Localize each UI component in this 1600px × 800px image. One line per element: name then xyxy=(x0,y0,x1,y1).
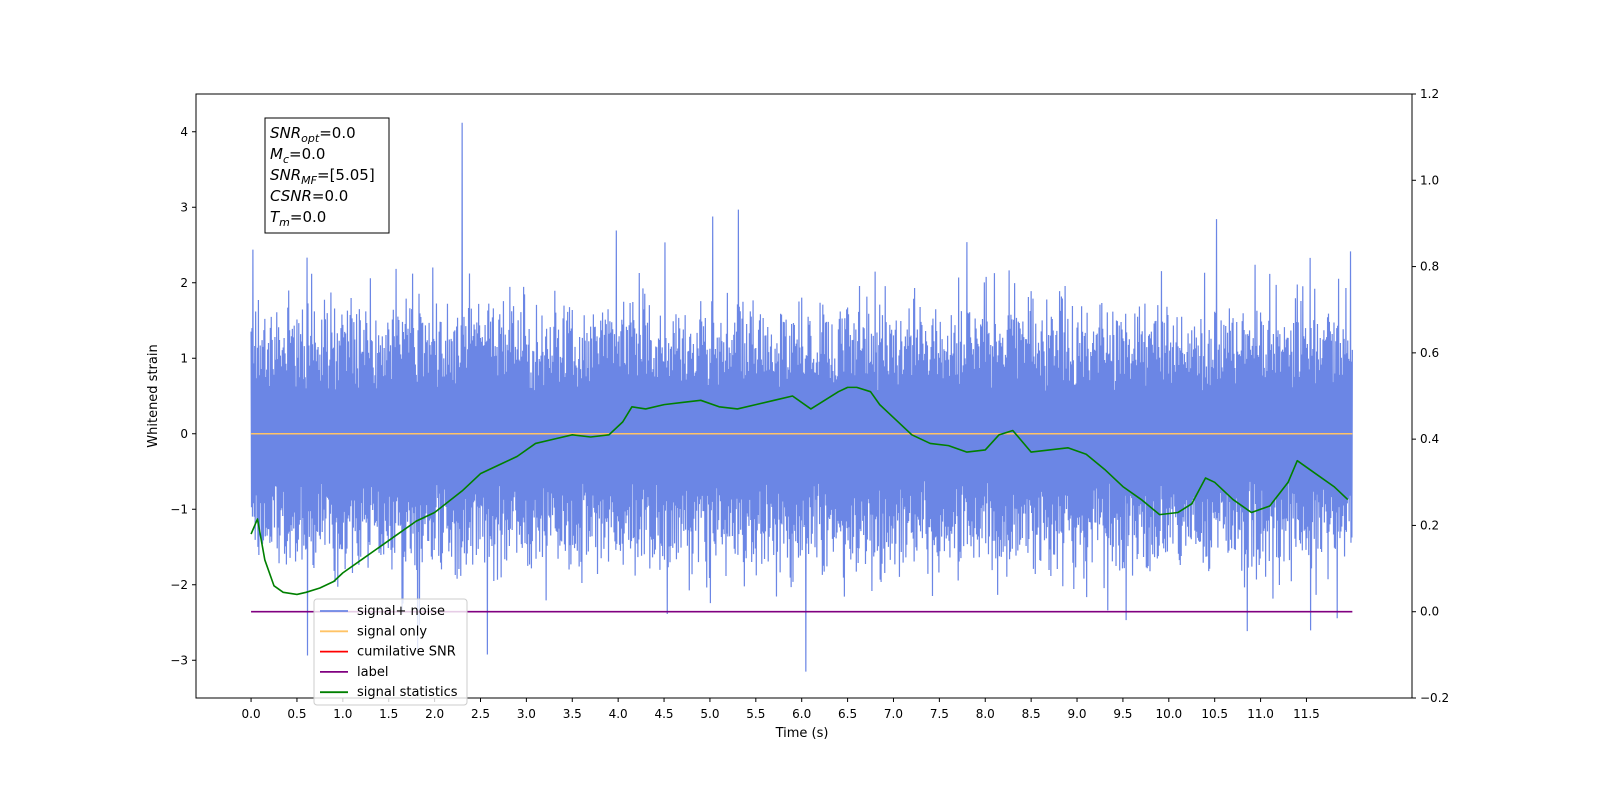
x-tick-label: 4.0 xyxy=(609,707,628,721)
annotation-line: CSNR=0.0 xyxy=(270,187,348,205)
legend-label: signal+ noise xyxy=(357,604,445,619)
x-tick-label: 9.0 xyxy=(1067,707,1086,721)
x-tick-label: 4.5 xyxy=(654,707,673,721)
y-tick-label: 0 xyxy=(180,427,188,441)
x-axis: 0.0 0.5 1.0 1.5 2.0 2.5 3.0 3.5 4.0 4.5 5.0 5.5 6.0 6… xyxy=(242,698,1320,721)
y2-tick-label: 0.2 xyxy=(1420,518,1439,532)
x-tick-label: 5.5 xyxy=(746,707,765,721)
x-tick-label: 1.5 xyxy=(379,707,398,721)
x-tick-label: 9.5 xyxy=(1113,707,1132,721)
plot-area xyxy=(250,122,1353,672)
x-tick-label: 8.5 xyxy=(1022,707,1041,721)
y-tick-label: 4 xyxy=(180,125,188,139)
x-tick-label: 6.5 xyxy=(838,707,857,721)
legend-label: signal statistics xyxy=(357,685,458,700)
x-tick-label: 0.0 xyxy=(242,707,261,721)
legend: signal+ noise signal only cumilative SNR la… xyxy=(313,598,468,706)
x-tick-label: 8.0 xyxy=(976,707,995,721)
y-axis-left: −3 −2 −1 0 1 2 3 4 xyxy=(170,125,196,667)
x-tick-label: 3.5 xyxy=(563,707,582,721)
x-tick-label: 5.0 xyxy=(700,707,719,721)
y-axis-label: Whitened strain xyxy=(146,344,161,447)
x-tick-label: 7.5 xyxy=(930,707,949,721)
x-axis-label: Time (s) xyxy=(775,726,829,741)
x-tick-label: 7.0 xyxy=(884,707,903,721)
y2-tick-label: 0.8 xyxy=(1420,260,1439,274)
y2-tick-label: −0.2 xyxy=(1420,691,1449,705)
y-tick-label: 1 xyxy=(180,351,188,365)
y2-tick-label: 0.4 xyxy=(1420,432,1439,446)
x-tick-label: 2.5 xyxy=(471,707,490,721)
annotation-line: SNRMF=[5.05] xyxy=(270,166,375,187)
legend-label: cumilative SNR xyxy=(357,645,456,660)
series-signal-noise xyxy=(250,122,1353,672)
annotation-line: Tm=0.0 xyxy=(270,208,326,229)
x-tick-label: 11.5 xyxy=(1293,707,1320,721)
x-tick-label: 11.0 xyxy=(1247,707,1274,721)
plot-series-group xyxy=(250,122,1353,672)
annotation-frame xyxy=(264,117,390,234)
y2-tick-label: 0.0 xyxy=(1420,605,1439,619)
y-tick-label: −2 xyxy=(170,578,188,592)
x-tick-label: 2.0 xyxy=(425,707,444,721)
axes-frame xyxy=(195,93,1413,699)
legend-label: label xyxy=(357,665,388,680)
annotation-line: SNRopt=0.0 xyxy=(270,124,356,145)
x-tick-label: 10.5 xyxy=(1201,707,1228,721)
y-tick-label: 3 xyxy=(180,200,188,214)
y2-tick-label: 1.0 xyxy=(1420,173,1439,187)
legend-label: signal only xyxy=(357,624,427,639)
y-tick-label: −1 xyxy=(170,502,188,516)
annotation-line: Mc=0.0 xyxy=(270,145,325,166)
x-tick-label: 1.0 xyxy=(333,707,352,721)
x-tick-label: 10.0 xyxy=(1155,707,1182,721)
y2-tick-label: 0.6 xyxy=(1420,346,1439,360)
series-signal-statistics xyxy=(250,386,1349,596)
y2-tick-label: 1.2 xyxy=(1420,87,1439,101)
y-tick-label: −3 xyxy=(170,653,188,667)
legend-frame xyxy=(313,598,468,706)
y-axis-right: −0.2 0.0 0.2 0.4 0.6 0.8 1.0 1.2 xyxy=(1412,87,1449,705)
y-tick-label: 2 xyxy=(180,276,188,290)
x-tick-label: 6.0 xyxy=(792,707,811,721)
x-tick-label: 3.0 xyxy=(517,707,536,721)
x-tick-label: 0.5 xyxy=(287,707,306,721)
